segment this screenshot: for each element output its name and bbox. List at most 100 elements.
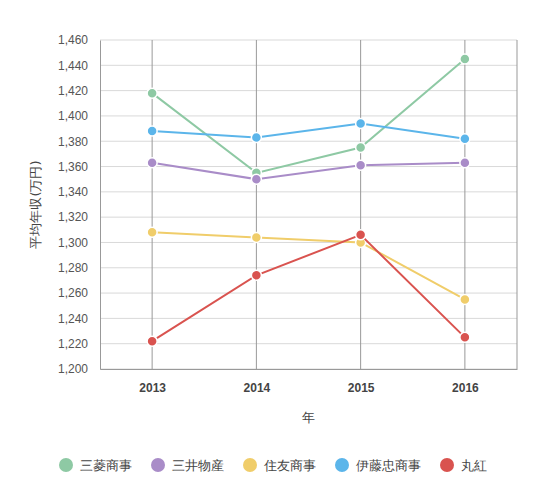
y-tick-label: 1,460	[58, 33, 88, 47]
legend-label: 三井物産	[172, 458, 224, 473]
y-tick: 1,300	[58, 236, 100, 250]
y-tick: 1,440	[58, 59, 100, 73]
x-tick: 2015	[348, 369, 375, 395]
y-tick-label: 1,340	[58, 185, 88, 199]
grid-line	[100, 369, 517, 370]
y-tick-label: 1,300	[58, 236, 88, 250]
grid-line	[100, 191, 517, 192]
series-point	[147, 336, 157, 346]
y-tick-label: 1,220	[58, 337, 88, 351]
y-tick: 1,240	[58, 312, 100, 326]
x-tick-label: 2014	[244, 381, 271, 395]
y-tick-label: 1,280	[58, 261, 88, 275]
grid-line	[100, 318, 517, 319]
series-group	[147, 54, 470, 346]
legend-marker	[151, 458, 165, 472]
grid-line	[100, 90, 517, 91]
series-line	[152, 163, 465, 179]
series-point	[251, 270, 261, 280]
y-tick: 1,380	[58, 135, 100, 149]
x-axis-title: 年	[302, 410, 315, 425]
x-tick-label: 2013	[139, 381, 166, 395]
legend-marker	[243, 458, 257, 472]
series-point	[460, 54, 470, 64]
series-point	[251, 232, 261, 242]
y-tick: 1,460	[58, 33, 100, 47]
frame-line	[517, 40, 518, 369]
series-point	[251, 132, 261, 142]
series-line	[152, 232, 465, 299]
series-point	[356, 160, 366, 170]
series-point	[356, 143, 366, 153]
grid-line	[100, 343, 517, 344]
grid-line-x	[360, 40, 361, 369]
grid-line	[100, 40, 517, 41]
y-tick-label: 1,240	[58, 312, 88, 326]
chart: 1,200 1,220 1,240 1,260 1,280 1,300 1,320 1,340…	[0, 0, 545, 498]
x-axis-line	[101, 369, 518, 370]
y-axis-line	[100, 41, 101, 370]
y-tick: 1,200	[58, 362, 100, 376]
y-tick: 1,220	[58, 337, 100, 351]
y-tick-label: 1,320	[58, 210, 88, 224]
grid-line	[100, 141, 517, 142]
x-tick: 2014	[244, 369, 271, 395]
series-line	[152, 59, 465, 173]
x-tick-label: 2016	[452, 381, 479, 395]
y-tick-label: 1,260	[58, 286, 88, 300]
y-axis: 1,200 1,220 1,240 1,260 1,280 1,300 1,320 1,340…	[58, 33, 101, 376]
legend-item: 丸紅	[440, 458, 487, 473]
grid-line	[100, 267, 517, 268]
legend: 三菱商事 三井物産 住友商事 伊藤忠商事 丸紅	[59, 458, 487, 473]
legend-marker	[335, 458, 349, 472]
series-point	[460, 332, 470, 342]
grid	[100, 40, 517, 369]
x-axis: 2013 2014 2015 2016	[101, 369, 518, 395]
y-tick: 1,320	[58, 210, 100, 224]
y-tick: 1,400	[58, 109, 100, 123]
series-line	[152, 235, 465, 341]
series-point	[147, 126, 157, 136]
series-point	[147, 88, 157, 98]
legend-label: 丸紅	[461, 458, 487, 473]
series-point	[460, 158, 470, 168]
legend-label: 住友商事	[263, 458, 316, 473]
x-tick: 2013	[139, 369, 166, 395]
legend-marker	[59, 458, 73, 472]
legend-label: 三菱商事	[80, 458, 132, 473]
y-tick-label: 1,440	[58, 59, 88, 73]
series-point	[356, 119, 366, 129]
grid-line	[100, 242, 517, 243]
series-line	[152, 124, 465, 139]
y-tick-label: 1,380	[58, 135, 88, 149]
series-point	[147, 158, 157, 168]
grid-line-x	[256, 40, 257, 369]
y-tick: 1,280	[58, 261, 100, 275]
grid-line-x	[464, 40, 465, 369]
y-tick: 1,260	[58, 286, 100, 300]
y-tick-label: 1,420	[58, 84, 88, 98]
y-tick-label: 1,400	[58, 109, 88, 123]
series-point	[147, 227, 157, 237]
legend-marker	[440, 458, 454, 472]
grid-line	[100, 115, 517, 116]
x-tick: 2016	[452, 369, 479, 395]
plot: 1,200 1,220 1,240 1,260 1,280 1,300 1,320 1,340…	[58, 33, 518, 394]
x-tick-label: 2015	[348, 381, 375, 395]
series-point	[460, 134, 470, 144]
series-point	[251, 174, 261, 184]
grid-line	[100, 65, 517, 66]
y-tick: 1,360	[58, 160, 100, 174]
legend-item: 伊藤忠商事	[335, 458, 421, 473]
series-point	[356, 230, 366, 240]
y-tick-label: 1,200	[58, 362, 88, 376]
y-tick-label: 1,360	[58, 160, 88, 174]
legend-item: 三菱商事	[59, 458, 132, 473]
grid-line	[100, 166, 517, 167]
legend-item: 三井物産	[151, 458, 224, 473]
legend-item: 住友商事	[243, 458, 316, 473]
grid-line	[100, 217, 517, 218]
y-tick: 1,420	[58, 84, 100, 98]
series-point	[460, 294, 470, 304]
y-tick: 1,340	[58, 185, 100, 199]
